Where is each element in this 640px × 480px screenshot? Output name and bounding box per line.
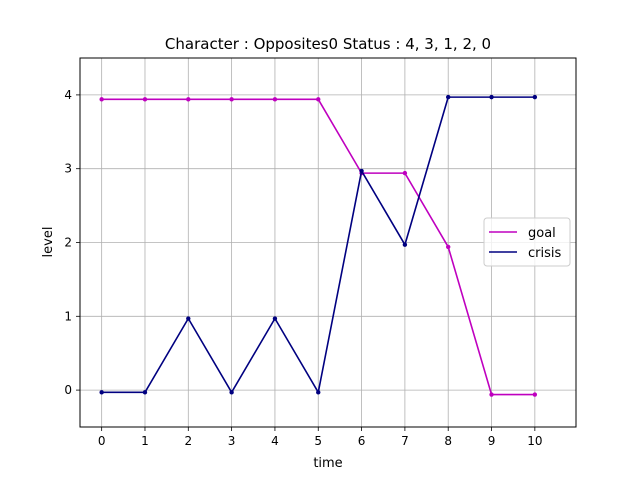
goal-point xyxy=(402,170,408,176)
crisis-point xyxy=(489,94,494,100)
crisis-point xyxy=(402,242,408,247)
x-tick-label: 2 xyxy=(184,434,192,448)
crisis-point xyxy=(229,390,234,395)
x-tick-label: 6 xyxy=(358,434,366,448)
y-axis-ticks: 0 1 2 3 4 xyxy=(64,88,80,397)
goal-point xyxy=(316,97,321,102)
goal-point xyxy=(142,97,148,102)
crisis-point xyxy=(272,316,278,321)
y-tick-label: 0 xyxy=(64,383,72,397)
crisis-point xyxy=(359,168,364,174)
y-tick-label: 3 xyxy=(64,162,72,176)
legend: goal crisis xyxy=(483,217,571,267)
goal-point xyxy=(99,97,104,102)
x-tick-label: 8 xyxy=(444,434,452,448)
plot-frame xyxy=(79,57,577,428)
x-tick-label: 10 xyxy=(527,434,542,448)
x-axis-label: time xyxy=(313,456,342,471)
legend-box xyxy=(483,217,571,267)
y-tick-label: 2 xyxy=(64,236,72,250)
crisis-point xyxy=(316,390,321,395)
chart-title: Character : Opposites0 Status : 4, 3, 1,… xyxy=(165,35,491,53)
goal-point xyxy=(272,97,278,102)
crisis-point xyxy=(186,316,191,321)
crisis-point xyxy=(446,94,451,100)
x-axis-ticks: 0 1 2 3 4 5 6 7 8 9 10 xyxy=(98,427,542,448)
legend-crisis-label: crisis xyxy=(528,246,561,261)
x-tick-label: 9 xyxy=(488,434,496,448)
crisis-point xyxy=(99,390,104,395)
crisis-point xyxy=(142,390,148,395)
x-tick-label: 5 xyxy=(314,434,322,448)
y-tick-label: 4 xyxy=(64,88,72,102)
y-axis-label: level xyxy=(41,227,56,258)
x-tick-label: 7 xyxy=(401,434,409,448)
goal-point xyxy=(229,97,234,102)
goal-point xyxy=(186,97,191,102)
x-tick-label: 1 xyxy=(141,434,149,448)
x-tick-label: 3 xyxy=(228,434,236,448)
x-tick-label: 4 xyxy=(271,434,279,448)
goal-point xyxy=(489,392,494,397)
y-tick-label: 1 xyxy=(64,309,72,323)
legend-goal-label: goal xyxy=(528,226,556,241)
crisis-point xyxy=(532,94,538,100)
x-tick-label: 0 xyxy=(98,434,106,448)
series-group xyxy=(99,94,538,397)
goal-point xyxy=(532,392,538,397)
goal-point xyxy=(446,244,451,250)
